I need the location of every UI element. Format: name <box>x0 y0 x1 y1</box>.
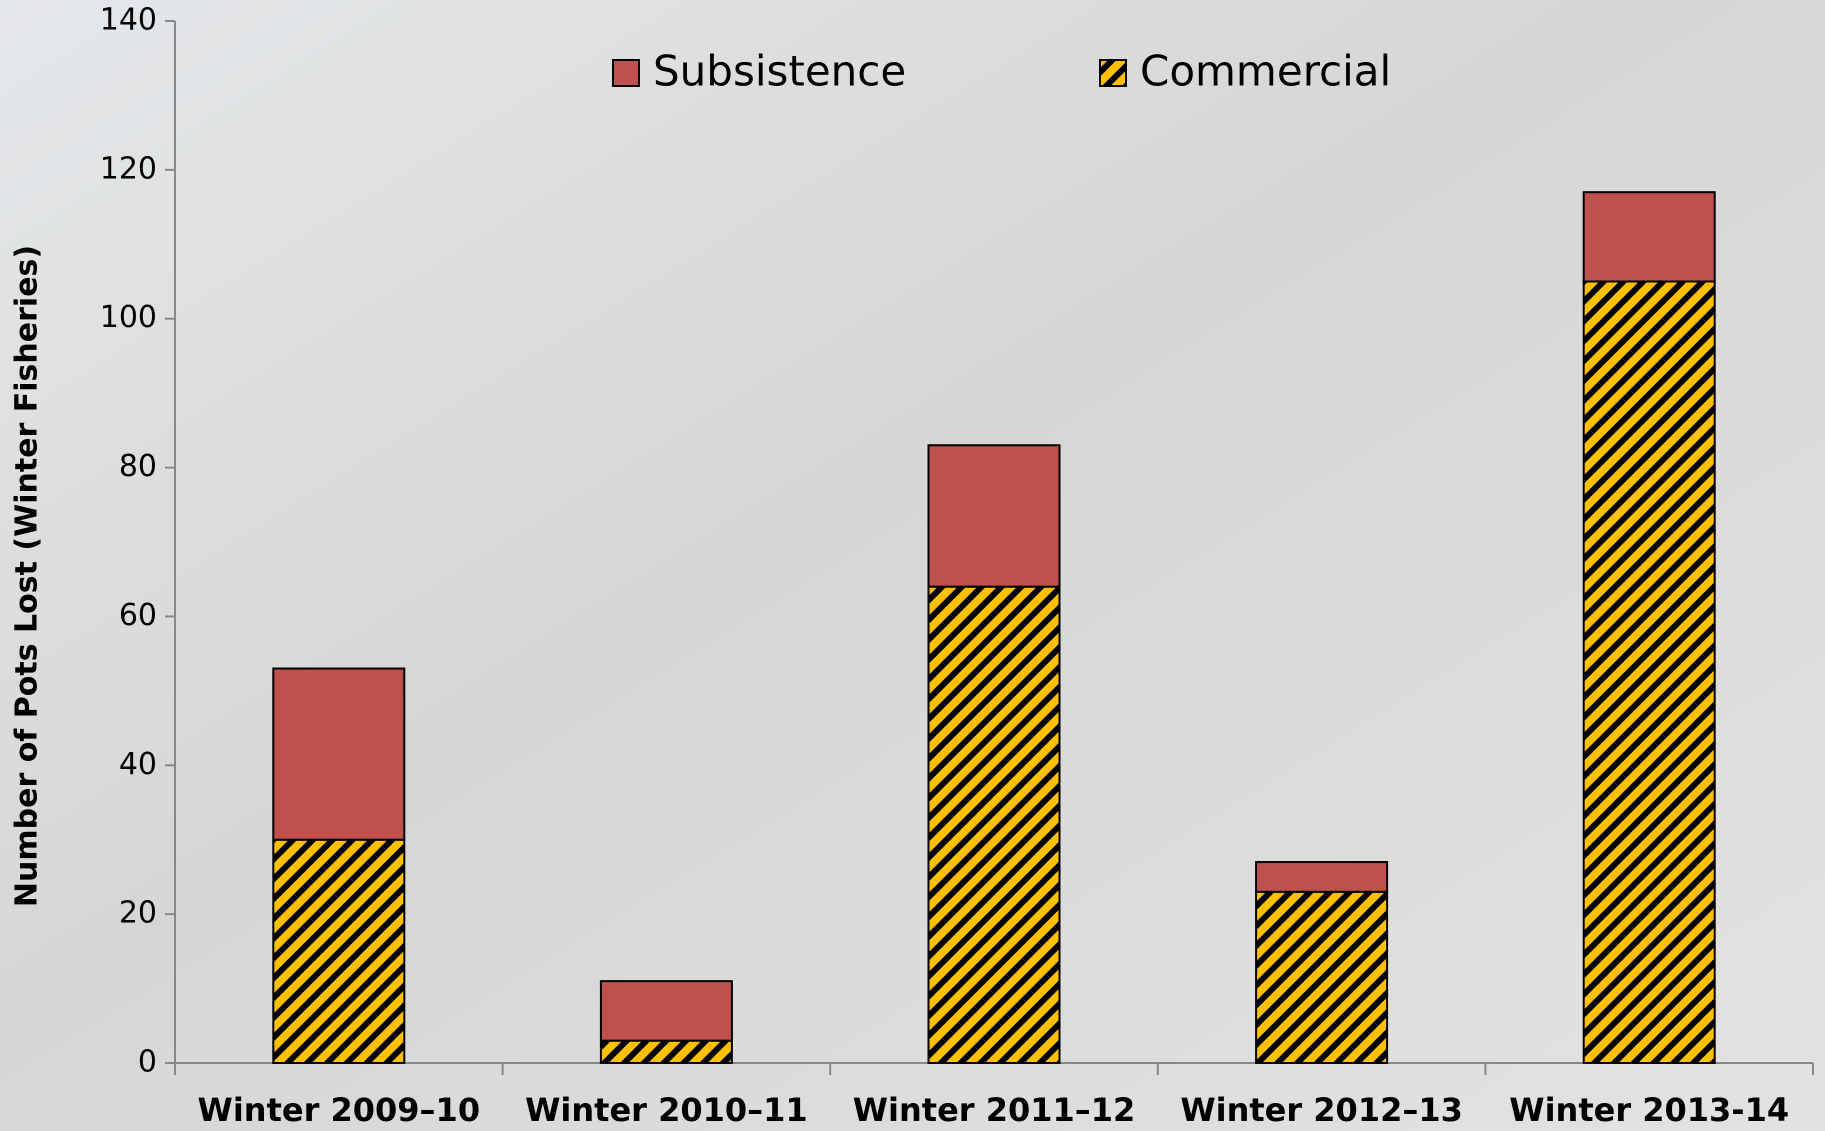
bar-segment <box>927 585 1061 1065</box>
y-tick-label: 80 <box>119 449 157 484</box>
bar-segment <box>272 667 406 841</box>
x-tick-label: Winter 2010–11 <box>525 1091 808 1129</box>
y-tick-label: 40 <box>119 747 157 782</box>
legend-swatch <box>612 59 640 87</box>
bar-segment <box>599 980 733 1042</box>
bar-segment <box>1255 890 1389 1064</box>
legend-label: Commercial <box>1140 47 1391 96</box>
bar-segment <box>1582 191 1716 283</box>
bar-segment <box>272 838 406 1065</box>
y-tick-label: 140 <box>100 3 157 38</box>
x-tick-label: Winter 2011–12 <box>853 1091 1136 1129</box>
x-tick-label: Winter 2013-14 <box>1509 1091 1789 1129</box>
bar-segment <box>1582 280 1716 1064</box>
y-tick-label: 100 <box>100 300 157 335</box>
y-tick-label: 20 <box>119 896 157 931</box>
y-tick-label: 0 <box>138 1045 157 1080</box>
y-tick-label: 120 <box>100 151 157 186</box>
legend-label: Subsistence <box>653 47 906 96</box>
x-tick-label: Winter 2009–10 <box>198 1091 481 1129</box>
legend-swatch <box>1099 59 1127 87</box>
bar-segment <box>927 444 1061 588</box>
y-tick-label: 60 <box>119 598 157 633</box>
y-axis-label: Number of Pots Lost (Winter Fisheries) <box>10 245 45 907</box>
bar-segment <box>1255 861 1389 893</box>
bar-segment <box>599 1039 733 1064</box>
x-tick-label: Winter 2012–13 <box>1180 1091 1463 1129</box>
